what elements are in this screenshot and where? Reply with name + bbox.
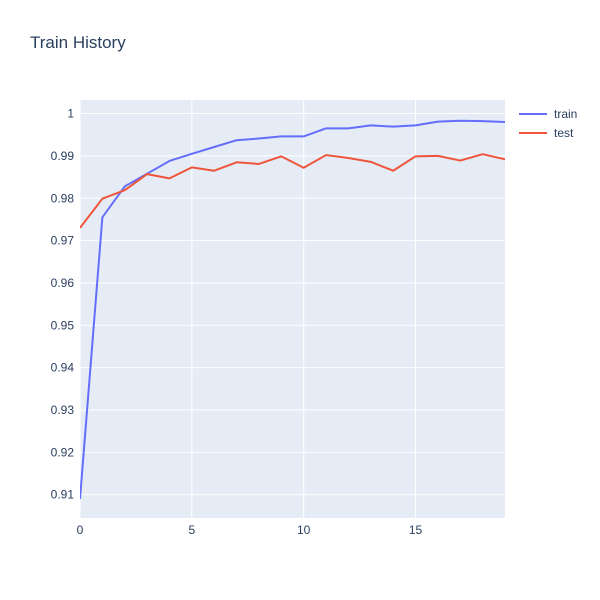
y-tick-label: 0.98 — [51, 191, 75, 205]
y-tick-label: 0.92 — [51, 445, 75, 459]
legend[interactable]: train test — [519, 107, 577, 140]
series-line-train — [80, 119, 505, 500]
y-tick-label: 0.93 — [51, 403, 75, 417]
plot-background — [80, 100, 505, 518]
legend-item-train[interactable]: train — [519, 107, 577, 121]
y-tick-label: 0.95 — [51, 318, 75, 332]
x-tick-label: 15 — [409, 523, 423, 537]
legend-item-test[interactable]: test — [519, 126, 574, 140]
x-tick-label: 0 — [77, 523, 84, 537]
y-tick-label: 0.99 — [51, 149, 75, 163]
chart-title: Train History — [30, 33, 126, 52]
x-tick-label: 5 — [188, 523, 195, 537]
y-tick-label: 0.97 — [51, 234, 75, 248]
y-tick-label: 0.94 — [51, 361, 75, 375]
legend-label: train — [554, 107, 577, 121]
y-tick-label: 1 — [67, 107, 74, 121]
y-tick-label: 0.96 — [51, 276, 75, 290]
y-tick-label: 0.91 — [51, 488, 75, 502]
legend-label: test — [554, 126, 574, 140]
series-lines — [80, 119, 505, 500]
x-tick-label: 10 — [297, 523, 311, 537]
series-line-test — [80, 153, 505, 229]
